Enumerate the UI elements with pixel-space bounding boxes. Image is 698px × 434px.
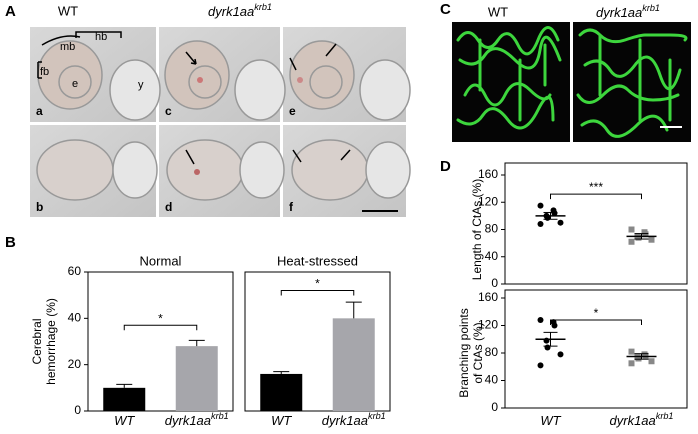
data-point <box>628 348 635 355</box>
subpanel-label: d <box>165 200 172 214</box>
data-point <box>557 219 564 226</box>
label: dyrk1aakrb1 <box>165 411 229 428</box>
y-axis-label: Length of CtAs (%) <box>470 179 484 280</box>
label-text: dyrk1aa <box>596 5 642 20</box>
y-tick-label: 80 <box>485 345 499 359</box>
anatomy-label: hb <box>95 31 107 43</box>
y-axis-label: Cerebralhemorrhage (%) <box>30 298 58 385</box>
significance-bracket <box>550 193 642 200</box>
y-axis-label-line: Cerebral <box>30 318 44 364</box>
panel-label: D <box>440 158 451 175</box>
y-tick-label: 80 <box>485 222 499 236</box>
plot-frame <box>504 162 688 285</box>
subpanel-label: c <box>165 104 172 118</box>
data-point <box>537 202 544 209</box>
data-point <box>628 226 635 233</box>
y-tick-label: 0 <box>491 400 498 414</box>
bar <box>103 387 146 411</box>
label-text: WT <box>540 413 561 428</box>
chart-title: Normal <box>140 253 182 268</box>
anatomy-label: e <box>72 78 78 90</box>
anatomy-label: mb <box>60 41 75 53</box>
y-tick-label: 40 <box>485 249 499 263</box>
label-sup: krb1 <box>368 411 386 421</box>
data-point <box>648 236 655 243</box>
y-axis-label-line: Length of CtAs (%) <box>470 179 484 280</box>
anatomy-label: fb <box>40 66 49 78</box>
label: dyrk1aakrb1 <box>610 411 674 428</box>
chart-title: Heat-stressed <box>277 253 358 268</box>
significance-bracket <box>123 324 198 331</box>
data-point <box>551 322 558 329</box>
label-text: dyrk1aa <box>208 4 254 19</box>
y-tick-label: 0 <box>74 403 81 417</box>
panel-label: C <box>440 1 451 18</box>
y-tick-label: 40 <box>485 373 499 387</box>
subpanel-label: a <box>36 104 43 118</box>
label: WT <box>114 413 135 428</box>
anatomy-label: y <box>138 79 144 91</box>
data-point <box>544 344 551 351</box>
significance-label: * <box>594 306 599 320</box>
y-tick-label: 160 <box>478 290 498 304</box>
label-sup: krb1 <box>656 411 674 421</box>
y-axis-label: Branching pointsof CtAs (%) <box>457 308 485 397</box>
plot-frame <box>87 271 234 412</box>
label-sup: krb1 <box>254 2 272 12</box>
label-text: dyrk1aa <box>322 413 368 428</box>
panel-c-images <box>452 22 691 142</box>
data-point <box>537 362 544 369</box>
significance-label: *** <box>589 180 603 194</box>
data-point <box>642 231 649 238</box>
y-tick-label: 120 <box>478 318 498 332</box>
significance-bracket <box>280 290 355 296</box>
y-axis-label-line: of CtAs (%) <box>471 322 485 383</box>
bar <box>175 346 218 411</box>
y-tick-label: 0 <box>491 276 498 290</box>
subpanel-label: b <box>36 200 43 214</box>
label-sup: krb1 <box>642 3 660 13</box>
y-tick-label: 60 <box>68 264 82 278</box>
label: dyrk1aakrb1 <box>596 3 660 20</box>
label: WT <box>271 413 292 428</box>
data-point <box>635 355 642 362</box>
panel-label: B <box>5 234 16 251</box>
y-tick-label: 20 <box>68 357 82 371</box>
label-text: dyrk1aa <box>165 413 211 428</box>
subpanel-label: f <box>289 200 294 214</box>
plot-frame <box>504 289 688 409</box>
y-tick-label: 160 <box>478 167 498 181</box>
significance-bracket <box>550 319 642 325</box>
label: WT <box>540 413 561 428</box>
wt-label: WT <box>58 3 78 18</box>
y-tick-label: 40 <box>68 311 82 325</box>
data-point <box>628 360 635 367</box>
panel-a-images <box>30 27 411 217</box>
y-axis-label-line: Branching points <box>457 308 471 397</box>
panel-label: A <box>5 3 16 20</box>
label-text: dyrk1aa <box>610 413 656 428</box>
y-tick-label: 120 <box>478 194 498 208</box>
y-axis-label-line: hemorrhage (%) <box>44 298 58 385</box>
data-point <box>648 358 655 365</box>
label: dyrk1aakrb1 <box>322 411 386 428</box>
bar <box>332 318 375 411</box>
data-point <box>537 221 544 228</box>
data-point <box>557 351 564 358</box>
data-point <box>628 238 635 245</box>
label-text: WT <box>114 413 135 428</box>
wt-label: WT <box>488 4 508 19</box>
significance-label: * <box>315 277 320 291</box>
subpanel-label: e <box>289 104 296 118</box>
label-sup: krb1 <box>211 411 229 421</box>
plot-frame <box>244 271 391 412</box>
data-point <box>537 317 544 323</box>
data-point <box>635 234 642 241</box>
label: dyrk1aakrb1 <box>208 2 272 19</box>
bar <box>260 373 303 411</box>
label-text: WT <box>271 413 292 428</box>
data-point <box>551 210 558 217</box>
significance-label: * <box>158 311 163 325</box>
